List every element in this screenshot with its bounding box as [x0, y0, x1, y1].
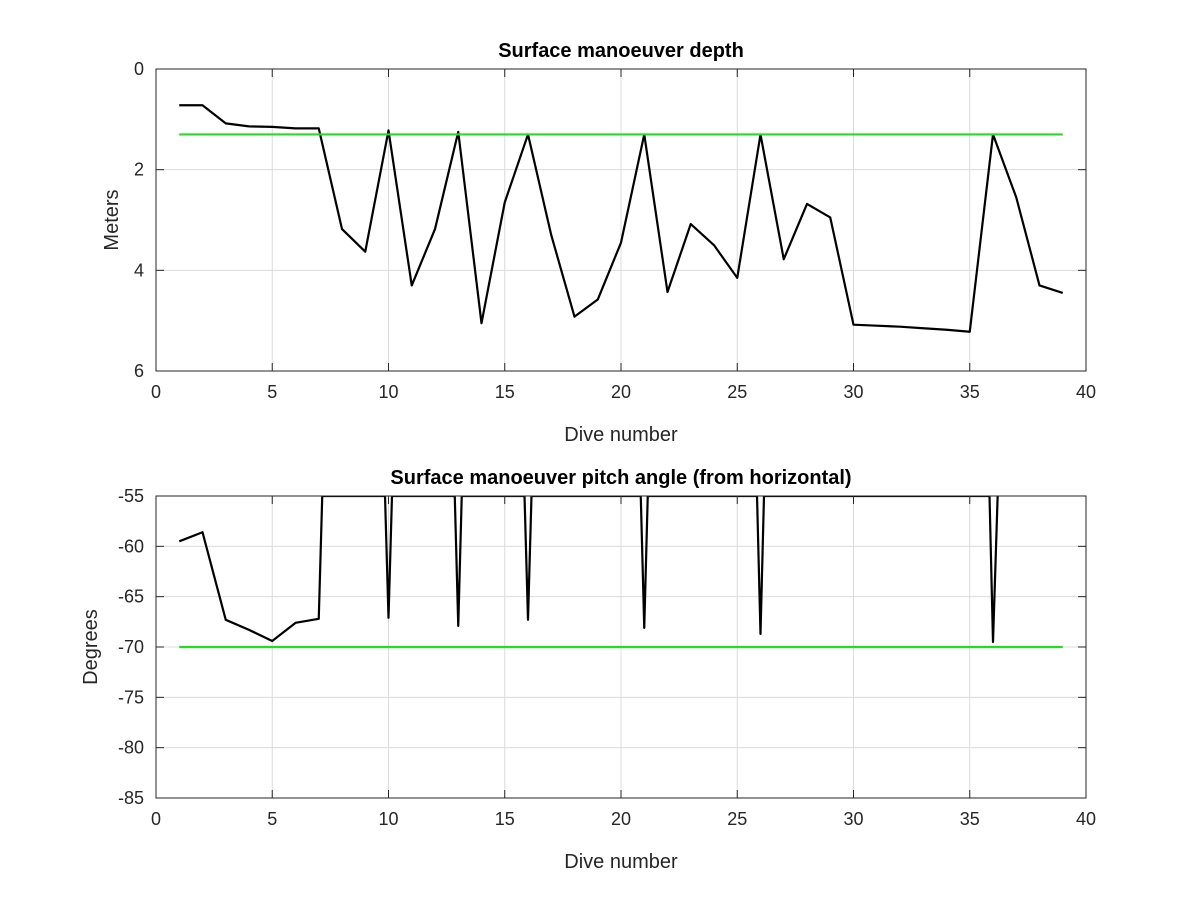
depth-x-tick-label: 0: [151, 382, 161, 402]
depth-x-axis-label: Dive number: [564, 424, 678, 446]
depth-x-tick-label: 10: [378, 382, 398, 402]
pitch-x-axis-label: Dive number: [564, 851, 678, 873]
depth-chart-title: Surface manoeuver depth: [498, 40, 744, 62]
pitch-x-tick-label: 15: [495, 809, 515, 829]
pitch-y-axis-label: Degrees: [80, 609, 102, 685]
depth-x-tick-label: 30: [843, 382, 863, 402]
depth-ticks: 0 5 10 15 20 25 30 35 40 0 2 4 6: [134, 59, 1096, 402]
depth-y-axis-label: Meters: [101, 189, 123, 250]
pitch-y-tick-label: -80: [118, 738, 144, 758]
depth-y-tick-label: 0: [134, 59, 144, 79]
pitch-x-tick-label: 35: [960, 809, 980, 829]
depth-x-tick-label: 35: [960, 382, 980, 402]
pitch-x-tick-label: 5: [267, 809, 277, 829]
pitch-ticks: 0 5 10 15 20 25 30 35 40 -55 -60 -65 -70 -75 -80 -85: [118, 486, 1096, 829]
depth-data-line: [179, 104, 1064, 333]
pitch-subplot: 0 5 10 15 20 25 30 35 40 -55 -60 -65 -70 -75 -80 -85 Su…: [80, 467, 1096, 873]
depth-y-tick-label: 2: [134, 160, 144, 180]
pitch-y-tick-label: -65: [118, 587, 144, 607]
depth-subplot: 0 5 10 15 20 25 30 35 40 0 2 4 6 Surface manoeuver d…: [101, 40, 1096, 446]
pitch-x-tick-label: 40: [1076, 809, 1096, 829]
depth-x-tick-label: 5: [267, 382, 277, 402]
depth-x-tick-label: 15: [495, 382, 515, 402]
depth-x-tick-label: 20: [611, 382, 631, 402]
pitch-x-tick-label: 30: [843, 809, 863, 829]
pitch-data-line: [178, 496, 999, 644]
pitch-y-tick-label: -60: [118, 536, 144, 556]
pitch-chart-title: Surface manoeuver pitch angle (from hori…: [390, 467, 851, 489]
depth-x-tick-label: 40: [1076, 382, 1096, 402]
pitch-series: [178, 496, 1063, 649]
pitch-y-tick-label: -75: [118, 687, 144, 707]
pitch-x-tick-label: 10: [378, 809, 398, 829]
depth-x-tick-label: 25: [727, 382, 747, 402]
depth-series: [179, 104, 1064, 333]
pitch-x-tick-label: 0: [151, 809, 161, 829]
pitch-y-tick-label: -85: [118, 788, 144, 808]
depth-y-tick-label: 6: [134, 361, 144, 381]
pitch-y-tick-label: -70: [118, 637, 144, 657]
pitch-x-tick-label: 20: [611, 809, 631, 829]
pitch-x-tick-label: 25: [727, 809, 747, 829]
pitch-y-tick-label: -55: [118, 486, 144, 506]
depth-y-tick-label: 4: [134, 260, 144, 280]
